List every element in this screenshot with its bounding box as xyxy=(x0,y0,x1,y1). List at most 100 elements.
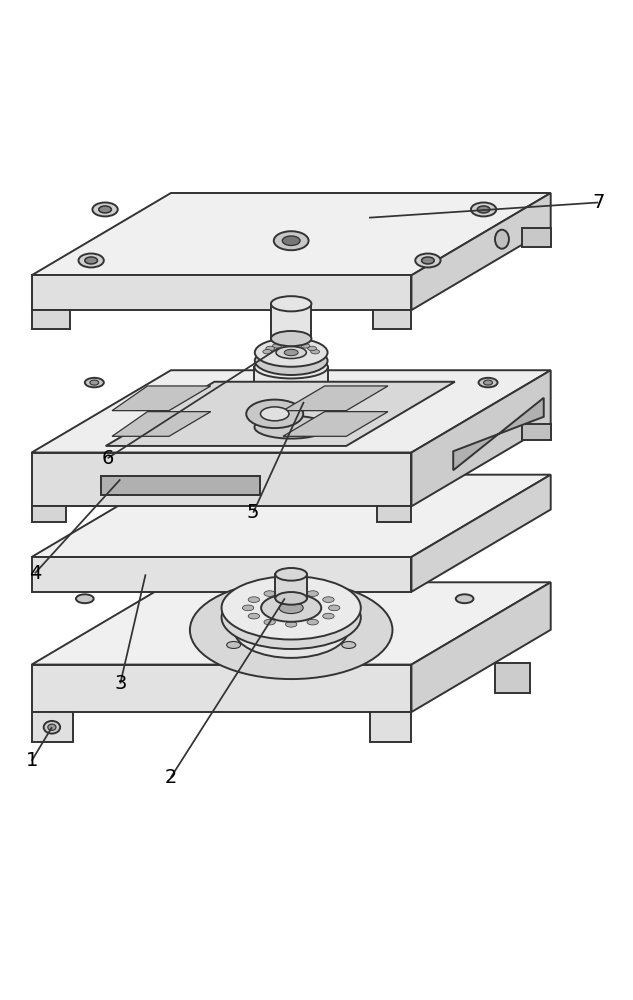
Ellipse shape xyxy=(254,346,327,375)
Ellipse shape xyxy=(495,230,509,249)
Ellipse shape xyxy=(99,206,111,213)
Polygon shape xyxy=(112,412,211,436)
Polygon shape xyxy=(32,665,411,712)
Ellipse shape xyxy=(308,346,316,351)
Ellipse shape xyxy=(92,202,118,216)
Ellipse shape xyxy=(48,724,56,730)
Ellipse shape xyxy=(275,568,307,581)
Ellipse shape xyxy=(85,257,97,264)
Ellipse shape xyxy=(342,641,356,648)
Ellipse shape xyxy=(307,591,318,596)
Ellipse shape xyxy=(264,591,275,596)
Text: 5: 5 xyxy=(247,503,260,522)
Polygon shape xyxy=(32,582,551,665)
Polygon shape xyxy=(283,386,388,411)
Polygon shape xyxy=(32,193,551,275)
Ellipse shape xyxy=(254,356,328,378)
Ellipse shape xyxy=(484,380,492,385)
Ellipse shape xyxy=(311,349,320,354)
Polygon shape xyxy=(271,304,311,339)
Ellipse shape xyxy=(415,254,441,267)
Polygon shape xyxy=(101,476,260,495)
Ellipse shape xyxy=(422,257,434,264)
Text: 7: 7 xyxy=(592,193,605,212)
Polygon shape xyxy=(254,367,328,427)
Polygon shape xyxy=(411,193,551,310)
Ellipse shape xyxy=(190,581,392,679)
Ellipse shape xyxy=(266,346,275,351)
Text: 2: 2 xyxy=(165,768,177,787)
Polygon shape xyxy=(411,582,551,712)
Ellipse shape xyxy=(285,589,297,594)
Ellipse shape xyxy=(279,602,303,614)
Polygon shape xyxy=(32,712,73,742)
Ellipse shape xyxy=(292,342,301,347)
Ellipse shape xyxy=(276,346,306,359)
Ellipse shape xyxy=(329,605,340,611)
Ellipse shape xyxy=(271,331,311,346)
Ellipse shape xyxy=(282,236,300,245)
Ellipse shape xyxy=(301,344,310,348)
Polygon shape xyxy=(453,398,544,470)
Polygon shape xyxy=(411,370,551,506)
Ellipse shape xyxy=(269,619,313,641)
Ellipse shape xyxy=(264,619,275,625)
Polygon shape xyxy=(522,424,551,440)
Polygon shape xyxy=(32,370,551,453)
Ellipse shape xyxy=(282,342,291,347)
Ellipse shape xyxy=(263,349,272,354)
Ellipse shape xyxy=(456,594,473,603)
Ellipse shape xyxy=(323,597,334,602)
Ellipse shape xyxy=(85,378,104,387)
Polygon shape xyxy=(377,506,411,522)
Ellipse shape xyxy=(222,576,361,640)
Text: 3: 3 xyxy=(114,674,127,693)
Ellipse shape xyxy=(477,206,490,213)
Polygon shape xyxy=(32,453,411,506)
Ellipse shape xyxy=(479,378,498,387)
Ellipse shape xyxy=(254,416,328,439)
Polygon shape xyxy=(32,475,551,557)
Polygon shape xyxy=(283,412,388,436)
Ellipse shape xyxy=(246,400,303,428)
Ellipse shape xyxy=(90,380,99,385)
Ellipse shape xyxy=(285,621,297,627)
Ellipse shape xyxy=(248,597,260,602)
Ellipse shape xyxy=(261,594,321,622)
Ellipse shape xyxy=(323,613,334,619)
Polygon shape xyxy=(106,382,455,446)
Ellipse shape xyxy=(307,619,318,625)
Ellipse shape xyxy=(227,612,241,619)
Text: 4: 4 xyxy=(28,564,41,583)
Polygon shape xyxy=(522,228,551,247)
Polygon shape xyxy=(32,557,411,592)
Ellipse shape xyxy=(471,202,496,216)
Ellipse shape xyxy=(76,594,94,603)
Ellipse shape xyxy=(271,296,311,311)
Ellipse shape xyxy=(227,641,241,648)
Ellipse shape xyxy=(234,602,348,658)
Ellipse shape xyxy=(222,586,361,649)
Ellipse shape xyxy=(44,721,60,734)
Polygon shape xyxy=(370,712,411,742)
Ellipse shape xyxy=(284,349,298,356)
Ellipse shape xyxy=(242,605,254,611)
Ellipse shape xyxy=(248,613,260,619)
Ellipse shape xyxy=(342,612,356,619)
Polygon shape xyxy=(373,310,411,329)
Ellipse shape xyxy=(273,231,308,250)
Polygon shape xyxy=(32,275,411,310)
Polygon shape xyxy=(411,475,551,592)
Ellipse shape xyxy=(273,344,282,348)
Ellipse shape xyxy=(254,338,327,367)
Polygon shape xyxy=(32,506,66,522)
Polygon shape xyxy=(495,663,530,693)
Ellipse shape xyxy=(275,592,307,605)
Polygon shape xyxy=(32,310,70,329)
Text: 1: 1 xyxy=(25,751,38,770)
Ellipse shape xyxy=(78,254,104,267)
Polygon shape xyxy=(112,386,211,411)
Ellipse shape xyxy=(261,407,289,421)
Text: 6: 6 xyxy=(101,449,114,468)
Polygon shape xyxy=(275,574,307,598)
